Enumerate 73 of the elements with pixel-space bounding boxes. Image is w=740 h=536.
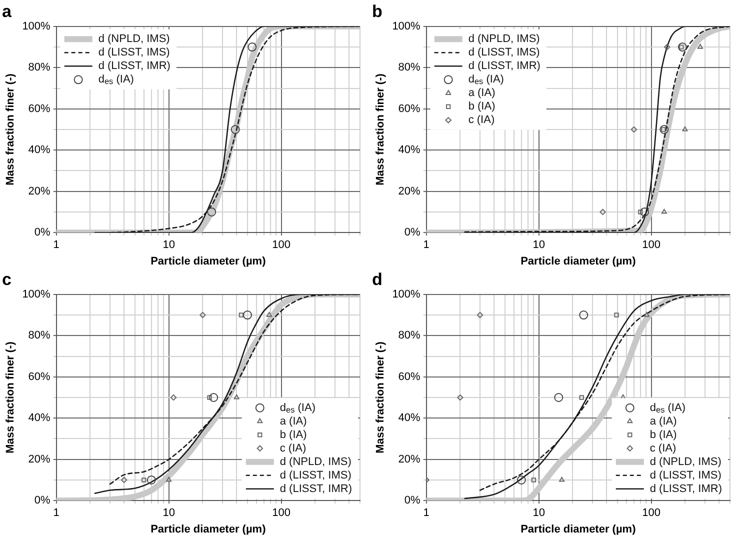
y-axis-title: Mass fraction finer (-) [4, 73, 17, 186]
x-tick-label: 100 [272, 239, 291, 252]
y-tick-label: 80% [28, 62, 51, 74]
y-tick-label: 0% [404, 226, 421, 239]
legend-label: d (LISST, IMR) [280, 482, 352, 495]
legend-label: b (IA) [280, 428, 307, 441]
y-tick-label: 60% [398, 102, 421, 115]
y-tick-label: 100% [392, 20, 421, 32]
y-tick-label: 80% [398, 62, 421, 74]
y-tick-label: 100% [392, 288, 421, 300]
legend-label: d (LISST, IMS) [468, 46, 540, 59]
legend-label: a (IA) [650, 415, 677, 428]
x-tick-label: 100 [642, 239, 661, 252]
y-tick-label: 20% [28, 453, 51, 466]
legend-label: d (LISST, IMR) [468, 60, 540, 72]
legend-label: d (LISST, IMS) [650, 469, 722, 482]
y-tick-label: 20% [28, 185, 51, 198]
legend-label: des (IA) [98, 74, 134, 86]
x-tick-label: 100 [272, 507, 291, 520]
y-tick-label: 0% [404, 494, 421, 507]
x-tick-label: 10 [532, 507, 545, 520]
x-tick-label: 10 [162, 507, 175, 520]
legend-label: d (NPLD, IMS) [98, 33, 170, 46]
y-tick-label: 20% [398, 185, 421, 198]
y-tick-label: 40% [398, 144, 421, 156]
legend-label: a (IA) [280, 415, 307, 428]
legend-label: d (LISST, IMS) [98, 46, 170, 59]
y-axis-title: Mass fraction finer (-) [374, 341, 387, 454]
legend-label: d (NPLD, IMS) [280, 456, 352, 468]
y-tick-label: 0% [34, 226, 51, 239]
x-tick-label: 100 [642, 507, 661, 520]
y-tick-label: 40% [28, 412, 51, 424]
legend-label: d (NPLD, IMS) [468, 33, 540, 46]
y-tick-label: 0% [34, 494, 51, 507]
x-tick-label: 1 [423, 239, 430, 252]
chart-title: d [372, 270, 382, 289]
legend-label: c (IA) [650, 442, 676, 454]
y-tick-label: 40% [28, 144, 51, 156]
chart-title: c [2, 270, 12, 289]
legend-label: d (NPLD, IMS) [650, 456, 722, 468]
y-axis-title: Mass fraction finer (-) [4, 341, 17, 454]
legend-label: d (LISST, IMS) [280, 469, 352, 482]
y-tick-label: 60% [28, 370, 51, 383]
legend-label: des (IA) [280, 402, 316, 414]
x-tick-label: 10 [532, 239, 545, 252]
y-tick-label: 80% [28, 330, 51, 342]
x-tick-label: 1 [423, 507, 430, 520]
x-tick-label: 1 [53, 507, 60, 520]
y-tick-label: 80% [398, 330, 421, 342]
y-tick-label: 100% [22, 288, 51, 300]
x-axis-title: Particle diameter (µm) [520, 255, 636, 268]
legend-label: b (IA) [650, 428, 677, 441]
legend-label: des (IA) [650, 402, 686, 414]
x-axis-title: Particle diameter (µm) [150, 255, 266, 268]
y-tick-label: 60% [28, 102, 51, 115]
y-tick-label: 20% [398, 453, 421, 466]
x-axis-title: Particle diameter (µm) [150, 523, 266, 536]
y-axis-title: Mass fraction finer (-) [374, 73, 387, 186]
x-tick-label: 1 [53, 239, 60, 252]
y-tick-label: 60% [398, 370, 421, 383]
legend-label: c (IA) [468, 114, 495, 126]
legend-label: c (IA) [280, 442, 306, 454]
legend-label: a (IA) [468, 87, 496, 100]
chart-title: b [372, 2, 382, 21]
chart-title: a [2, 2, 12, 21]
legend-label: b (IA) [468, 100, 496, 113]
legend-label: d (LISST, IMR) [98, 60, 170, 72]
x-axis-title: Particle diameter (µm) [520, 523, 636, 536]
x-tick-label: 10 [162, 239, 175, 252]
legend-label: des (IA) [468, 74, 504, 86]
legend-label: d (LISST, IMR) [650, 482, 722, 495]
y-tick-label: 40% [398, 412, 421, 424]
y-tick-label: 100% [22, 20, 51, 32]
